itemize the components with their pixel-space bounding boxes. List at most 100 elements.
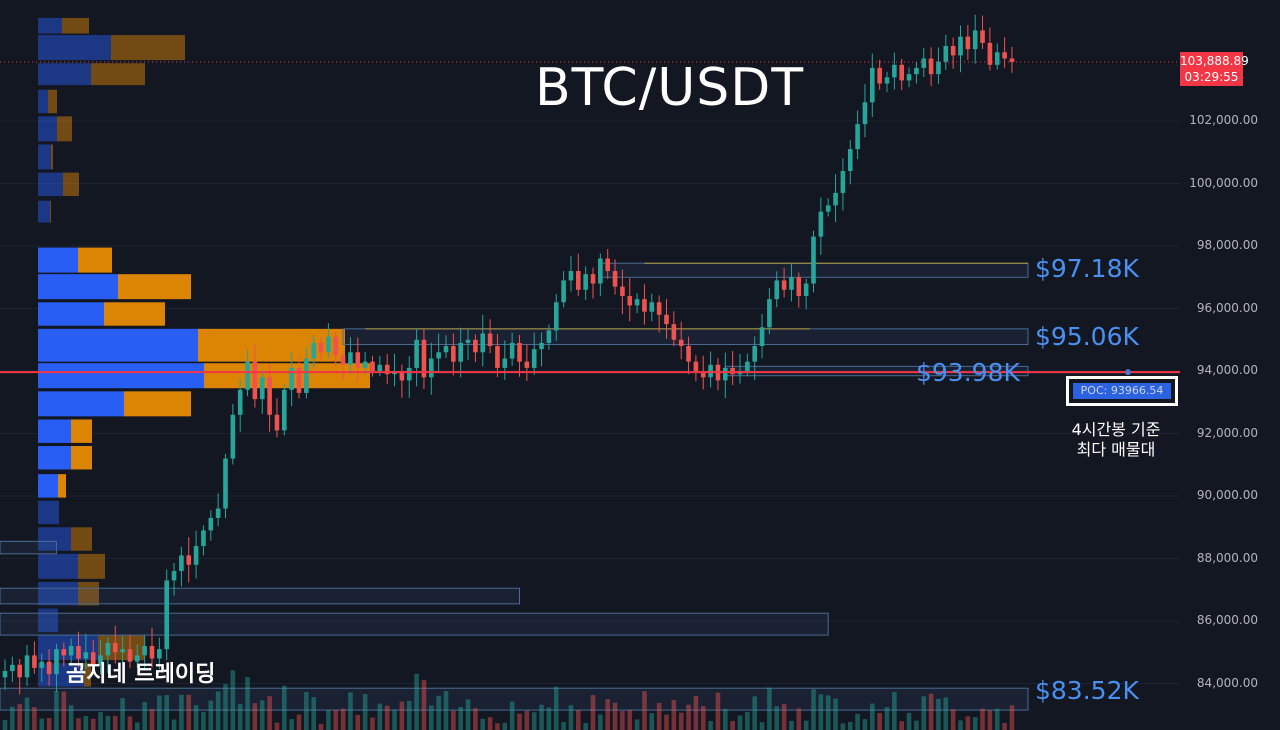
profile-buy-bar	[38, 247, 78, 273]
volume-bar	[811, 689, 816, 730]
candle-body	[259, 377, 265, 400]
volume-bar	[355, 714, 361, 730]
candle-body	[759, 327, 765, 347]
candle-body	[296, 367, 302, 393]
candle-body	[914, 67, 919, 75]
volume-bar	[671, 699, 677, 730]
candle-body	[892, 64, 897, 78]
candle-body	[443, 346, 449, 353]
candle-body	[605, 258, 610, 272]
volume-bar	[149, 709, 155, 730]
candle-body	[193, 546, 199, 565]
candle-body	[539, 342, 544, 350]
volume-bar	[568, 705, 574, 730]
candle-body	[208, 517, 214, 531]
level-zones	[0, 262, 1029, 711]
volume-bar	[994, 708, 1000, 730]
candle-body	[421, 339, 427, 378]
candle-body	[811, 236, 816, 284]
profile-sell-bar	[78, 553, 105, 579]
volume-bar	[553, 686, 559, 730]
candle-body	[796, 277, 802, 297]
candle-body	[921, 58, 927, 68]
candle-body	[671, 324, 677, 340]
volume-bar	[752, 696, 757, 730]
candle-body	[326, 336, 331, 353]
profile-buy-bar	[38, 553, 78, 579]
profile-sell-bar	[124, 391, 191, 417]
volume-bar	[972, 717, 978, 730]
candle-body	[135, 655, 140, 662]
volume-bar	[539, 704, 544, 730]
volume-bar	[987, 710, 993, 730]
candle-body	[120, 649, 125, 653]
candle-body	[370, 361, 375, 372]
volume-bar	[509, 701, 515, 730]
volume-bar	[686, 704, 691, 730]
candle-body	[752, 346, 757, 362]
axis-tick-label: 98,000.00	[1196, 238, 1258, 253]
level-zone	[0, 540, 57, 555]
candle-body	[546, 330, 552, 343]
candle-body	[994, 52, 1000, 65]
volume-bar	[230, 670, 236, 730]
candle-body	[304, 358, 309, 393]
candle-body	[502, 358, 508, 368]
volume-bar	[10, 706, 15, 730]
candle-body	[958, 36, 963, 56]
candle-body	[870, 67, 875, 103]
volume-bar	[164, 695, 169, 730]
volume-bar	[289, 719, 294, 730]
volume-bar	[465, 699, 471, 730]
level-zone	[0, 612, 829, 636]
poc-note-line1: 4시간봉 기준	[1071, 420, 1161, 439]
volume-bar	[157, 695, 162, 730]
profile-sell-bar	[78, 247, 112, 273]
profile-sell-bar	[50, 200, 51, 223]
volume-bar	[259, 700, 265, 730]
volume-bar	[825, 695, 831, 730]
candle-body	[406, 367, 412, 381]
volume-bar	[252, 703, 258, 730]
volume-bar	[767, 687, 772, 730]
candle-body	[1002, 52, 1007, 59]
volume-bar	[17, 703, 22, 730]
volume-bar	[282, 685, 287, 730]
volume-bar	[590, 695, 596, 730]
profile-buy-bar	[38, 527, 71, 551]
volume-bar	[678, 712, 684, 730]
poc-label-box: POC: 93966.54	[1066, 376, 1178, 406]
candle-body	[767, 299, 772, 328]
candle-body	[583, 274, 588, 290]
candle-body	[509, 342, 515, 359]
volume-bar	[186, 694, 192, 730]
profile-sell-bar	[62, 17, 89, 34]
candles	[2, 14, 1015, 695]
candle-body	[384, 364, 390, 375]
candle-body	[620, 286, 625, 297]
candle-body	[362, 361, 368, 368]
candle-body	[642, 299, 647, 312]
volume-bar	[833, 698, 838, 730]
volume-bar	[223, 684, 228, 730]
candle-body	[1009, 58, 1015, 62]
volume-bar	[781, 704, 787, 730]
candle-body	[987, 42, 993, 65]
candle-body	[576, 271, 581, 290]
profile-sell-bar	[71, 527, 92, 551]
volume-bar	[906, 712, 912, 730]
volume-bar	[215, 691, 221, 730]
candle-body	[68, 646, 74, 656]
candle-body	[664, 314, 669, 325]
candle-body	[112, 642, 118, 653]
candle-body	[723, 367, 728, 381]
volume-bar	[1009, 705, 1015, 730]
volume-bar	[862, 719, 868, 730]
volume-bar	[531, 712, 537, 730]
volume-bar	[135, 722, 140, 730]
candle-body	[46, 661, 52, 675]
volume-bar	[443, 690, 449, 730]
volume-bar	[745, 712, 750, 730]
candle-body	[936, 61, 941, 75]
